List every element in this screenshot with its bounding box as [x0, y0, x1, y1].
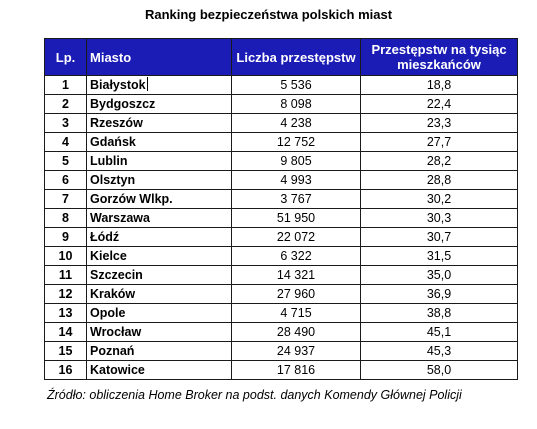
crime-count-cell: 17 816: [231, 360, 361, 380]
crime-count-cell: 28 490: [231, 322, 361, 342]
rank-cell: 16: [44, 360, 87, 380]
table-row: 1 Białystok 5 536 18,8: [44, 75, 518, 95]
rank-cell: 3: [44, 113, 87, 133]
crime-count-cell: 4 715: [231, 303, 361, 323]
city-cell[interactable]: Warszawa: [86, 208, 232, 228]
table-row: 6 Olsztyn 4 993 28,8: [44, 170, 518, 190]
crime-count-cell: 5 536: [231, 75, 361, 95]
rank-cell: 15: [44, 341, 87, 361]
header-row: Lp. Miasto Liczba przestępstw Przestępst…: [44, 38, 518, 76]
crime-rate-cell: 28,2: [360, 151, 518, 171]
table-row: 5 Lublin 9 805 28,2: [44, 151, 518, 171]
header-crime-count: Liczba przestępstw: [231, 38, 361, 76]
rank-cell: 2: [44, 94, 87, 114]
city-cell[interactable]: Gorzów Wlkp.: [86, 189, 232, 209]
crime-rate-cell: 58,0: [360, 360, 518, 380]
rank-cell: 7: [44, 189, 87, 209]
crime-count-cell: 8 098: [231, 94, 361, 114]
crime-count-cell: 27 960: [231, 284, 361, 304]
text-cursor: [146, 77, 148, 91]
crime-rate-cell: 27,7: [360, 132, 518, 152]
city-cell[interactable]: Poznań: [86, 341, 232, 361]
crime-count-cell: 4 238: [231, 113, 361, 133]
crime-count-cell: 6 322: [231, 246, 361, 266]
crime-rate-cell: 38,8: [360, 303, 518, 323]
city-cell[interactable]: Łódź: [86, 227, 232, 247]
table-row: 9 Łódź 22 072 30,7: [44, 227, 518, 247]
city-cell[interactable]: Białystok: [86, 75, 232, 95]
crime-rate-cell: 45,1: [360, 322, 518, 342]
header-crime-rate: Przestępstw na tysiąc mieszkańców: [360, 38, 518, 76]
table-row: 15 Poznań 24 937 45,3: [44, 341, 518, 361]
table-row: 8 Warszawa 51 950 30,3: [44, 208, 518, 228]
table-row: 4 Gdańsk 12 752 27,7: [44, 132, 518, 152]
header-city: Miasto: [86, 38, 232, 76]
rank-cell: 4: [44, 132, 87, 152]
crime-rate-cell: 30,7: [360, 227, 518, 247]
table-row: 7 Gorzów Wlkp. 3 767 30,2: [44, 189, 518, 209]
rank-cell: 9: [44, 227, 87, 247]
table-row: 16 Katowice 17 816 58,0: [44, 360, 518, 380]
crime-count-cell: 22 072: [231, 227, 361, 247]
city-cell[interactable]: Wrocław: [86, 322, 232, 342]
rank-cell: 8: [44, 208, 87, 228]
city-cell[interactable]: Kielce: [86, 246, 232, 266]
table-row: 12 Kraków 27 960 36,9: [44, 284, 518, 304]
crime-rate-cell: 22,4: [360, 94, 518, 114]
crime-count-cell: 12 752: [231, 132, 361, 152]
crime-count-cell: 3 767: [231, 189, 361, 209]
crime-count-cell: 4 993: [231, 170, 361, 190]
crime-rate-cell: 30,3: [360, 208, 518, 228]
city-cell[interactable]: Szczecin: [86, 265, 232, 285]
crime-rate-cell: 30,2: [360, 189, 518, 209]
city-cell[interactable]: Bydgoszcz: [86, 94, 232, 114]
table-row: 10 Kielce 6 322 31,5: [44, 246, 518, 266]
rank-cell: 6: [44, 170, 87, 190]
crime-count-cell: 9 805: [231, 151, 361, 171]
table-row: 14 Wrocław 28 490 45,1: [44, 322, 518, 342]
rank-cell: 11: [44, 265, 87, 285]
city-cell[interactable]: Opole: [86, 303, 232, 323]
crime-rate-cell: 35,0: [360, 265, 518, 285]
city-cell[interactable]: Kraków: [86, 284, 232, 304]
rank-cell: 14: [44, 322, 87, 342]
city-cell[interactable]: Gdańsk: [86, 132, 232, 152]
crime-rate-cell: 45,3: [360, 341, 518, 361]
city-cell[interactable]: Katowice: [86, 360, 232, 380]
city-cell[interactable]: Rzeszów: [86, 113, 232, 133]
source-note: Źródło: obliczenia Home Broker na podst.…: [47, 388, 462, 402]
city-cell[interactable]: Lublin: [86, 151, 232, 171]
city-cell[interactable]: Olsztyn: [86, 170, 232, 190]
table-title: Ranking bezpieczeństwa polskich miast: [144, 7, 393, 22]
header-lp: Lp.: [44, 38, 87, 76]
crime-rate-cell: 31,5: [360, 246, 518, 266]
rank-cell: 13: [44, 303, 87, 323]
table-row: 2 Bydgoszcz 8 098 22,4: [44, 94, 518, 114]
rank-cell: 12: [44, 284, 87, 304]
crime-rate-cell: 18,8: [360, 75, 518, 95]
rank-cell: 10: [44, 246, 87, 266]
rank-cell: 1: [44, 75, 87, 95]
table-row: 13 Opole 4 715 38,8: [44, 303, 518, 323]
crime-rate-cell: 28,8: [360, 170, 518, 190]
rank-cell: 5: [44, 151, 87, 171]
ranking-table: Lp. Miasto Liczba przestępstw Przestępst…: [44, 38, 518, 380]
table-row: 11 Szczecin 14 321 35,0: [44, 265, 518, 285]
crime-rate-cell: 36,9: [360, 284, 518, 304]
crime-count-cell: 14 321: [231, 265, 361, 285]
table-row: 3 Rzeszów 4 238 23,3: [44, 113, 518, 133]
crime-rate-cell: 23,3: [360, 113, 518, 133]
crime-count-cell: 51 950: [231, 208, 361, 228]
crime-count-cell: 24 937: [231, 341, 361, 361]
